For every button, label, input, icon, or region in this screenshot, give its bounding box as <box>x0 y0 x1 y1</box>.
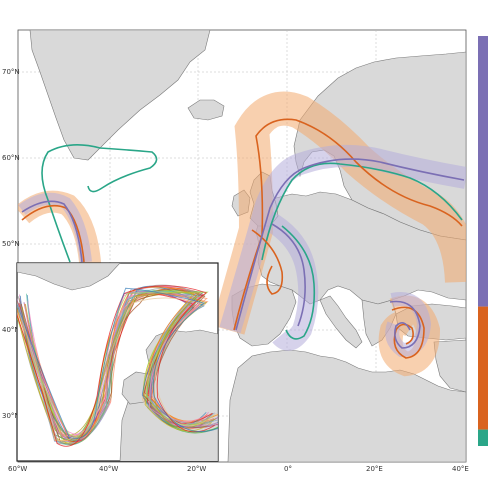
lat-label-70: 70°N <box>2 68 20 76</box>
lon-label-40w: 40°W <box>99 465 118 473</box>
lat-label-60: 60°N <box>2 154 20 162</box>
levant <box>433 339 466 393</box>
track-green-iberia <box>281 225 316 340</box>
track-orange-loop <box>251 229 284 295</box>
lon-label-20w: 20°W <box>187 465 206 473</box>
track-green <box>41 144 158 263</box>
track-purple-med-loop <box>389 300 421 349</box>
iceland <box>187 99 225 121</box>
track-purple-east <box>235 158 465 331</box>
inset-trajectory <box>19 291 218 443</box>
latitude-labels: 70°N 60°N 50°N 40°N 30°N <box>2 68 20 420</box>
band-purple-med-loop <box>385 292 432 358</box>
north-africa <box>227 349 466 462</box>
inset-trajectory <box>17 291 218 437</box>
colorbar-segment-green <box>478 429 488 446</box>
inset-trajectory <box>17 297 217 441</box>
lon-label-0: 0° <box>284 465 292 473</box>
track-purple-west <box>21 200 83 263</box>
inset-trajectories <box>17 284 218 447</box>
inset-panel <box>16 262 219 462</box>
band-purple-west <box>18 192 92 263</box>
lon-label-60w: 60°W <box>8 465 27 473</box>
cluster-tracks <box>21 118 465 359</box>
lon-label-40e: 40°E <box>452 465 469 473</box>
track-orange-med-loop <box>391 306 425 359</box>
inset-land-greenland <box>17 263 121 291</box>
inset-trajectory <box>17 287 218 439</box>
lat-label-50: 50°N <box>2 240 20 248</box>
longitude-labels: 60°W 40°W 20°W 0° 20°E 40°E <box>8 465 469 473</box>
inset-trajectory <box>21 292 214 442</box>
lon-label-20e: 20°E <box>366 465 383 473</box>
band-purple-east <box>219 144 466 334</box>
inset-trajectory <box>20 288 209 445</box>
track-purple-iberia <box>271 223 306 327</box>
italy <box>319 295 363 349</box>
colorbar-segment-orange <box>478 306 488 430</box>
track-green-east <box>261 162 463 261</box>
cluster-colorbar <box>478 36 488 446</box>
lat-label-30: 30°N <box>2 412 20 420</box>
lat-label-40: 40°N <box>2 326 20 334</box>
colorbar-segment-purple <box>478 36 488 307</box>
